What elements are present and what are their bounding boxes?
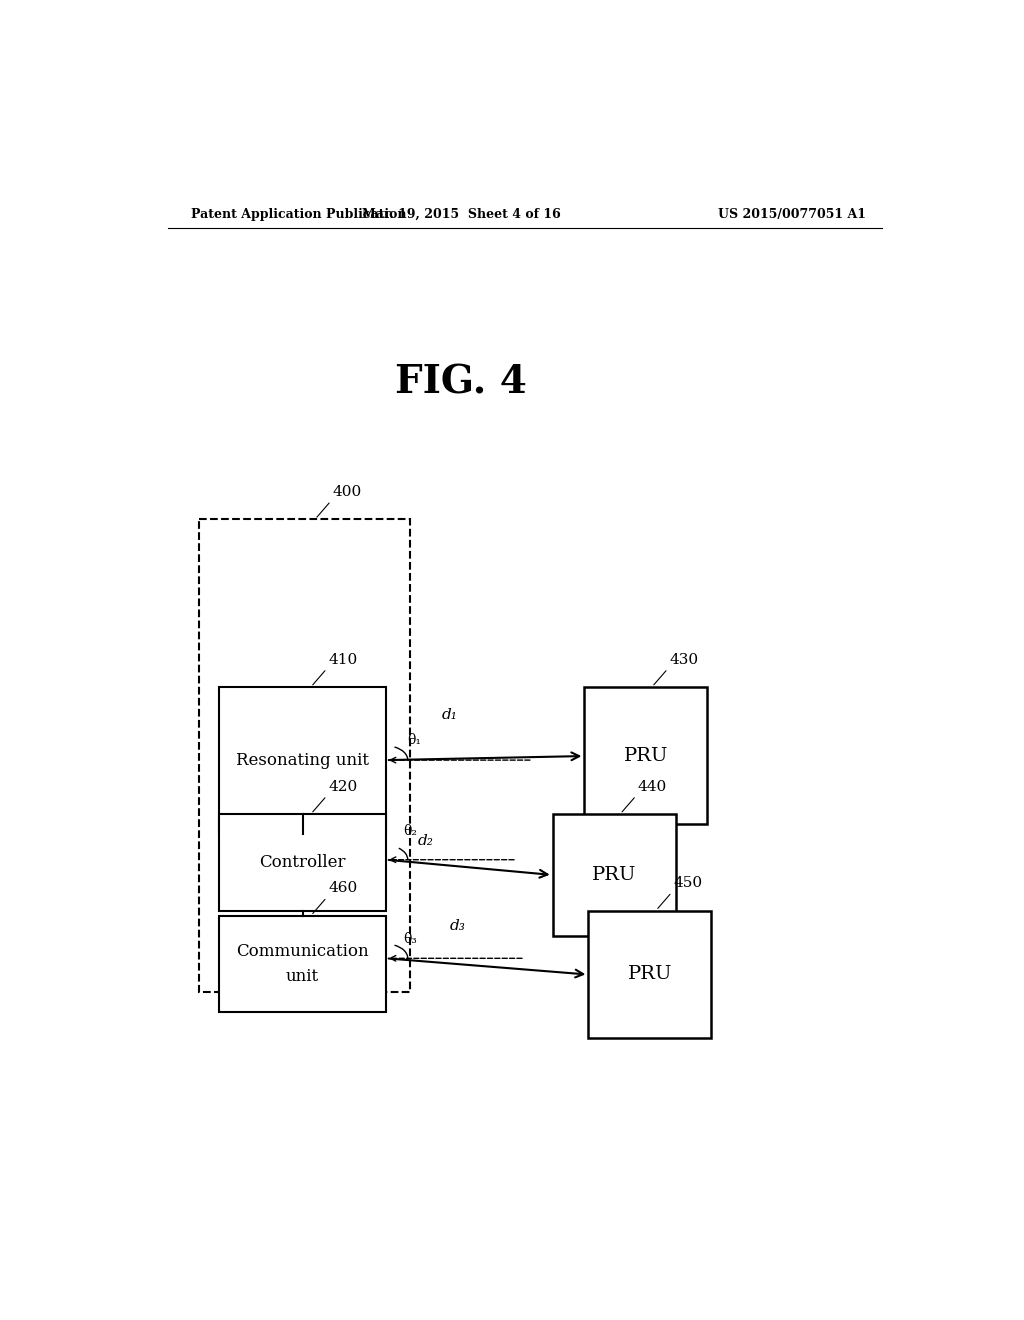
- Text: Communication: Communication: [237, 944, 369, 960]
- Bar: [200, 519, 410, 991]
- Text: θ₃: θ₃: [403, 932, 418, 946]
- Text: Patent Application Publication: Patent Application Publication: [191, 207, 407, 220]
- Text: US 2015/0077051 A1: US 2015/0077051 A1: [718, 207, 866, 220]
- Text: 440: 440: [638, 780, 667, 793]
- Text: 460: 460: [329, 882, 357, 895]
- Text: unit: unit: [286, 968, 319, 985]
- Text: PRU: PRU: [592, 866, 636, 884]
- Text: 400: 400: [333, 484, 361, 499]
- Text: Resonating unit: Resonating unit: [237, 752, 369, 770]
- Text: 410: 410: [329, 652, 357, 667]
- Bar: [219, 686, 386, 834]
- Bar: [588, 911, 712, 1038]
- Text: 420: 420: [329, 780, 357, 793]
- Text: d₁: d₁: [441, 709, 458, 722]
- Text: 450: 450: [674, 876, 702, 890]
- Bar: [219, 814, 386, 911]
- Text: θ₁: θ₁: [407, 733, 421, 747]
- Text: PRU: PRU: [628, 965, 672, 983]
- Bar: [219, 916, 386, 1012]
- Text: PRU: PRU: [624, 747, 668, 764]
- Text: d₃: d₃: [450, 919, 465, 933]
- Text: 430: 430: [670, 652, 698, 667]
- Bar: [585, 686, 708, 824]
- Text: FIG. 4: FIG. 4: [395, 363, 527, 401]
- Text: θ₂: θ₂: [403, 824, 418, 838]
- Text: d₂: d₂: [418, 834, 433, 849]
- Text: Controller: Controller: [259, 854, 346, 871]
- Text: Mar. 19, 2015  Sheet 4 of 16: Mar. 19, 2015 Sheet 4 of 16: [361, 207, 561, 220]
- Bar: [553, 814, 676, 936]
